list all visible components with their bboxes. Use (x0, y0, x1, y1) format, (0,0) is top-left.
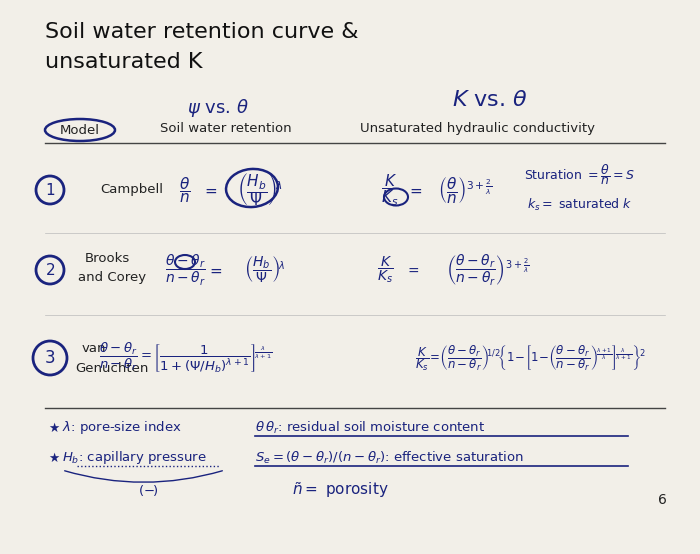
Text: $\left(\dfrac{H_b}{\Psi}\right)^{\!\lambda}$: $\left(\dfrac{H_b}{\Psi}\right)^{\!\lamb… (244, 255, 286, 285)
Text: $=$: $=$ (207, 263, 223, 278)
Text: $=$: $=$ (407, 182, 423, 197)
Text: $\lambda$: pore-size index: $\lambda$: pore-size index (62, 419, 182, 437)
Text: $\bigstar$: $\bigstar$ (48, 452, 60, 465)
Text: $\psi$ vs. $\theta$: $\psi$ vs. $\theta$ (187, 97, 249, 119)
Text: Campbell: Campbell (100, 183, 163, 197)
Text: $\theta\,\theta_r$: residual soil moisture content: $\theta\,\theta_r$: residual soil moistu… (255, 420, 485, 436)
Text: van: van (82, 341, 106, 355)
Text: $1$: $1$ (45, 182, 55, 198)
Text: $2$: $2$ (45, 262, 55, 278)
Text: $\dfrac{\theta - \theta_r}{n - \theta_r}$: $\dfrac{\theta - \theta_r}{n - \theta_r}… (164, 253, 205, 288)
Text: $=$: $=$ (202, 182, 218, 197)
Text: $=$: $=$ (405, 263, 419, 277)
Text: $\left(\dfrac{\theta}{n}\right)^{3+\frac{2}{\lambda}}$: $\left(\dfrac{\theta}{n}\right)^{3+\frac… (438, 175, 492, 205)
Text: 6: 6 (657, 493, 666, 507)
Text: Unsaturated hydraulic conductivity: Unsaturated hydraulic conductivity (360, 122, 595, 135)
Text: Genuchten: Genuchten (75, 362, 148, 375)
Text: $H_b$: capillary pressure: $H_b$: capillary pressure (62, 449, 206, 466)
Text: Sturation $= \dfrac{\theta}{n} = S$: Sturation $= \dfrac{\theta}{n} = S$ (524, 162, 636, 187)
Text: $\dfrac{\theta - \theta_r}{n - \theta_r} = \left[\dfrac{1}{1+(\Psi/H_b)^{\lambda: $\dfrac{\theta - \theta_r}{n - \theta_r}… (99, 341, 273, 375)
Text: $\dfrac{K}{K_s}\!=\!\left(\dfrac{\theta-\theta_r}{n-\theta_r}\right)^{\!\!1/2}\!: $\dfrac{K}{K_s}\!=\!\left(\dfrac{\theta-… (414, 343, 645, 373)
Text: $\tilde{n} =$ porosity: $\tilde{n} =$ porosity (292, 480, 388, 500)
Text: Brooks: Brooks (85, 252, 130, 264)
Text: Soil water retention: Soil water retention (160, 122, 292, 135)
Text: $\dfrac{\theta}{n}$: $\dfrac{\theta}{n}$ (179, 175, 191, 205)
Text: $(-\!)$: $(-\!)$ (138, 483, 158, 497)
Text: $3$: $3$ (44, 349, 55, 367)
Text: $K$ vs. $\theta$: $K$ vs. $\theta$ (452, 90, 528, 110)
Text: $\left(\dfrac{\theta - \theta_r}{n - \theta_r}\right)^{3+\frac{2}{\lambda}}$: $\left(\dfrac{\theta - \theta_r}{n - \th… (446, 253, 530, 288)
Text: $S_e = (\theta-\theta_r)/(n-\theta_r)$: effective saturation: $S_e = (\theta-\theta_r)/(n-\theta_r)$: … (255, 450, 524, 466)
Text: and Corey: and Corey (78, 271, 146, 285)
Text: $\left(\dfrac{H_b}{\Psi}\right)^{\!\lambda}$: $\left(\dfrac{H_b}{\Psi}\right)^{\!\lamb… (237, 172, 283, 208)
Text: $\bigstar$: $\bigstar$ (48, 422, 60, 434)
Text: unsaturated K: unsaturated K (45, 52, 202, 72)
Text: Model: Model (60, 124, 100, 136)
Text: Soil water retention curve &: Soil water retention curve & (45, 22, 358, 42)
Text: $\dfrac{K}{K_s}$: $\dfrac{K}{K_s}$ (377, 255, 393, 285)
Text: $k_s =$ saturated $k$: $k_s =$ saturated $k$ (527, 197, 633, 213)
Text: $\dfrac{K}{K_s}$: $\dfrac{K}{K_s}$ (381, 172, 399, 208)
